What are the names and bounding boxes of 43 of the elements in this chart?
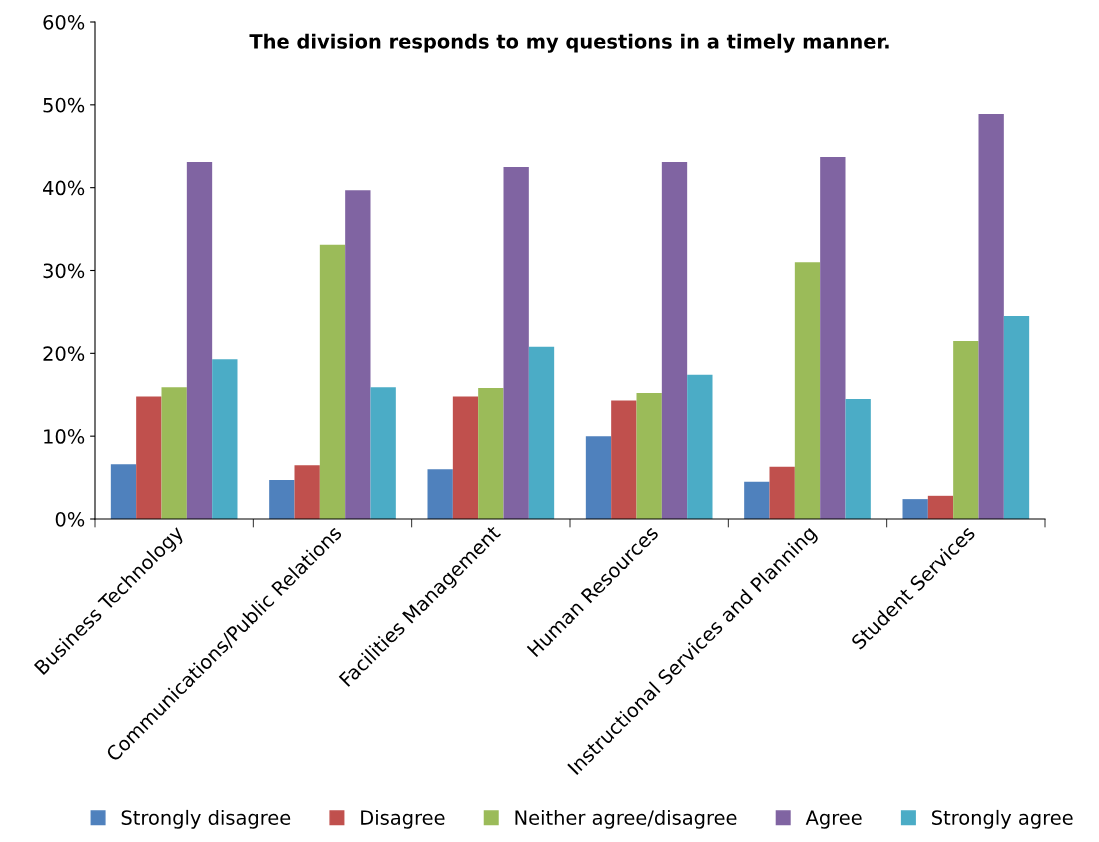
- legend-label: Neither agree/disagree: [515, 809, 737, 829]
- bar: [661, 161, 688, 519]
- bar: [136, 396, 162, 519]
- bar: [452, 396, 479, 519]
- bar: [611, 400, 637, 519]
- y-tick-label: 50%: [43, 97, 85, 113]
- bar: [528, 346, 555, 519]
- bar: [978, 113, 1004, 519]
- y-tick-label: 40%: [43, 180, 85, 196]
- bar: [687, 374, 713, 519]
- bar: [769, 466, 795, 519]
- bar: [161, 387, 187, 519]
- bar: [212, 359, 238, 519]
- bar: [427, 469, 453, 519]
- legend-label: Strongly disagree: [121, 809, 291, 829]
- y-tick-label: 10%: [44, 429, 85, 444]
- bar: [585, 436, 612, 519]
- bar: [794, 262, 821, 519]
- bar: [820, 157, 846, 519]
- bar: [345, 190, 371, 519]
- bar: [294, 465, 320, 519]
- legend-label: Agree: [805, 810, 862, 829]
- bar: [269, 480, 295, 519]
- y-tick-label: 20%: [43, 346, 85, 361]
- bar: [744, 481, 770, 519]
- bar: [186, 161, 213, 519]
- bar: [478, 388, 504, 519]
- text: The division responds to my questions in a timely manner.: [249, 33, 889, 53]
- y-tick-label: 60%: [43, 14, 85, 30]
- legend-label: Strongly agree: [932, 809, 1073, 829]
- bar: [503, 166, 529, 519]
- y-tick-label: 30%: [43, 263, 85, 279]
- bar: [110, 464, 137, 519]
- y-tick-label: 0%: [55, 511, 85, 527]
- legend-label: Disagree: [361, 809, 445, 829]
- bar: [902, 499, 928, 519]
- bar: [953, 340, 979, 519]
- bar: [319, 244, 346, 519]
- bar: [845, 398, 871, 519]
- bar: [1003, 316, 1030, 519]
- bar: [927, 495, 954, 519]
- bar: [370, 387, 396, 519]
- bar: [636, 393, 662, 519]
